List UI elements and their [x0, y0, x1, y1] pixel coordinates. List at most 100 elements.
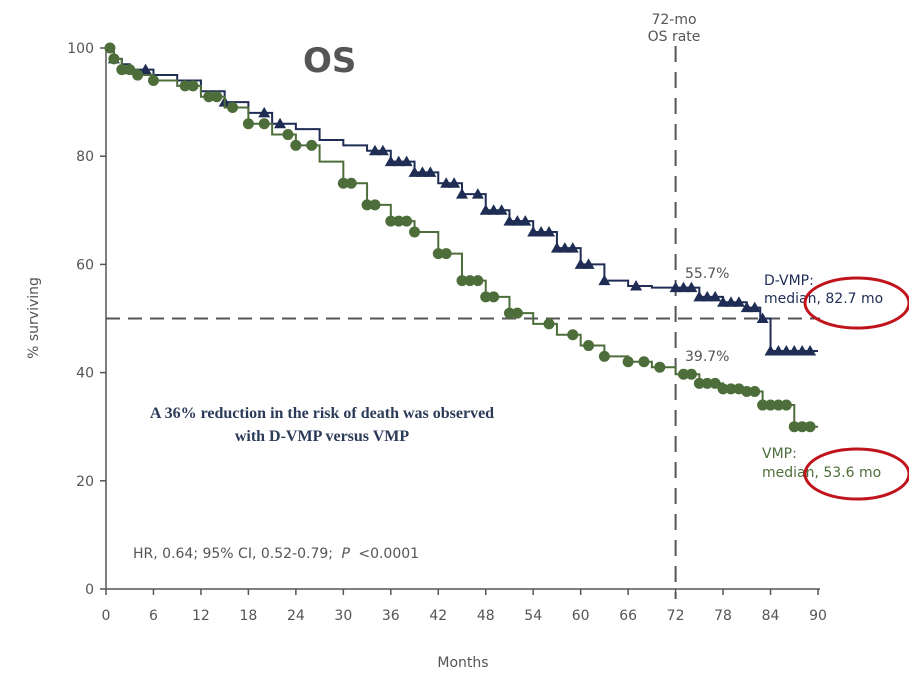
vmp-censor-marker	[345, 177, 357, 189]
vmp-censor-marker	[361, 199, 373, 211]
d-vmp-censor-marker	[796, 344, 809, 356]
d-vmp-censor-marker	[527, 225, 540, 237]
x-tick-label: 36	[382, 608, 400, 624]
d-vmp-censor-marker	[471, 188, 484, 199]
d-vmp-censor-marker	[408, 166, 421, 177]
vmp-censor-marker	[741, 386, 753, 398]
p-value: <0.0001	[358, 546, 419, 562]
d-vmp-censor-marker	[574, 258, 587, 269]
vmp-censor-marker	[678, 368, 690, 380]
vmp-censor-marker	[709, 377, 721, 389]
d-vmp-censor-marker	[519, 215, 532, 226]
vmp-censor-marker	[203, 91, 215, 103]
d-vmp-censor-marker	[503, 215, 516, 226]
vmp-censor-marker	[622, 356, 634, 368]
d-vmp-censor-marker	[764, 344, 777, 356]
vmp-censor-marker	[147, 74, 159, 86]
vmp-censor-marker	[638, 356, 650, 368]
vmp-censor-marker	[788, 421, 800, 433]
vmp-censor-marker	[725, 383, 737, 395]
d-vmp-censor-marker	[693, 290, 706, 302]
d-vmp-censor-marker	[630, 280, 643, 291]
d-vmp-censor-marker	[740, 301, 753, 313]
vmp-censor-marker	[401, 215, 413, 227]
d-vmp-censor-marker	[558, 242, 571, 253]
series-layer	[104, 42, 818, 433]
vmp-censor-marker	[780, 399, 792, 411]
vmp-median-highlight	[803, 447, 909, 501]
x-tick-label: 30	[334, 608, 352, 624]
hr-text-main: HR, 0.64; 95% CI, 0.52-0.79;	[133, 546, 333, 562]
d-vmp-censor-marker	[487, 204, 500, 215]
note-line-2: with D-VMP versus VMP	[235, 428, 410, 445]
d-vmp-censor-marker	[400, 155, 413, 167]
x-tick-label: 0	[102, 608, 111, 624]
d-vmp-censor-marker	[598, 274, 611, 286]
y-tick-label: 80	[76, 149, 94, 165]
d-vmp-censor-marker	[440, 177, 453, 188]
x-tick-label: 78	[714, 608, 732, 624]
y-tick-label: 100	[67, 41, 94, 57]
vmp-censor-marker	[693, 377, 705, 389]
d-vmp-rate-label: 55.7%	[685, 266, 729, 282]
chart-title: OS	[303, 41, 356, 81]
d-vmp-censor-marker	[274, 117, 287, 129]
d-vmp-censor-marker	[550, 242, 563, 253]
d-vmp-censor-marker	[258, 106, 271, 118]
reference-lines	[106, 46, 820, 599]
vmp-censor-marker	[464, 275, 476, 287]
vmp-censor-marker	[290, 139, 302, 151]
d-vmp-censor-marker	[701, 290, 714, 302]
d-vmp-censor-marker	[368, 144, 381, 156]
vmp-censor-marker	[749, 386, 761, 398]
vmp-censor-marker	[409, 226, 421, 238]
x-tick-label: 60	[572, 608, 590, 624]
vmp-censor-marker	[179, 80, 191, 92]
vmp-censor-marker	[503, 307, 515, 319]
hr-text: HR, 0.64; 95% CI, 0.52-0.79; P <0.0001	[133, 546, 419, 562]
p-label: P	[341, 546, 350, 562]
x-ticks: 0 6 12 18 24 30 36 42 48 54 60 66 72 78 84 90	[102, 589, 827, 624]
vmp-censor-marker	[757, 399, 769, 411]
vmp-censor-marker	[804, 421, 816, 433]
vmp-censor-marker	[654, 361, 666, 373]
vmp-censor-marker	[432, 248, 444, 260]
y-tick-label: 40	[76, 366, 94, 382]
x-tick-label: 54	[524, 608, 542, 624]
d-vmp-censor-marker	[677, 281, 690, 293]
d-vmp-label-line2: median, 82.7 mo	[764, 291, 883, 307]
vmp-censor-marker	[440, 248, 452, 260]
d-vmp-censor-marker	[724, 296, 737, 307]
ref-line-label-1: 72-mo	[651, 12, 696, 28]
vmp-censor-marker	[104, 42, 116, 54]
vmp-censor-marker	[227, 102, 239, 114]
vmp-censor-marker	[796, 421, 808, 433]
d-vmp-censor-marker	[669, 281, 682, 293]
y-tick-label: 0	[85, 582, 94, 598]
vmp-censor-marker	[187, 80, 199, 92]
ref-line-label-2: OS rate	[648, 29, 701, 45]
vmp-censor-marker	[385, 215, 397, 227]
vmp-censor-marker	[511, 307, 523, 319]
vmp-censor-marker	[598, 350, 610, 362]
d-vmp-censor-marker	[416, 166, 429, 177]
vmp-censor-marker	[701, 377, 713, 389]
vmp-censor-marker	[116, 64, 128, 76]
d-vmp-censor-marker	[709, 290, 722, 302]
x-tick-label: 24	[287, 608, 305, 624]
d-vmp-censor-marker	[780, 344, 793, 356]
x-tick-label: 12	[192, 608, 210, 624]
x-tick-label: 6	[149, 608, 158, 624]
d-vmp-censor-marker	[566, 242, 579, 253]
x-tick-label: 66	[619, 608, 637, 624]
vmp-censor-marker	[282, 129, 294, 141]
vmp-label-line1: VMP:	[762, 446, 797, 462]
vmp-censor-marker	[124, 64, 136, 76]
x-tick-label: 72	[667, 608, 685, 624]
d-vmp-censor-marker	[772, 344, 785, 356]
x-tick-label: 42	[429, 608, 447, 624]
y-axis-title: % surviving	[26, 277, 42, 359]
d-vmp-median-highlight	[803, 276, 909, 330]
vmp-censor-marker	[772, 399, 784, 411]
y-tick-label: 20	[76, 474, 94, 490]
